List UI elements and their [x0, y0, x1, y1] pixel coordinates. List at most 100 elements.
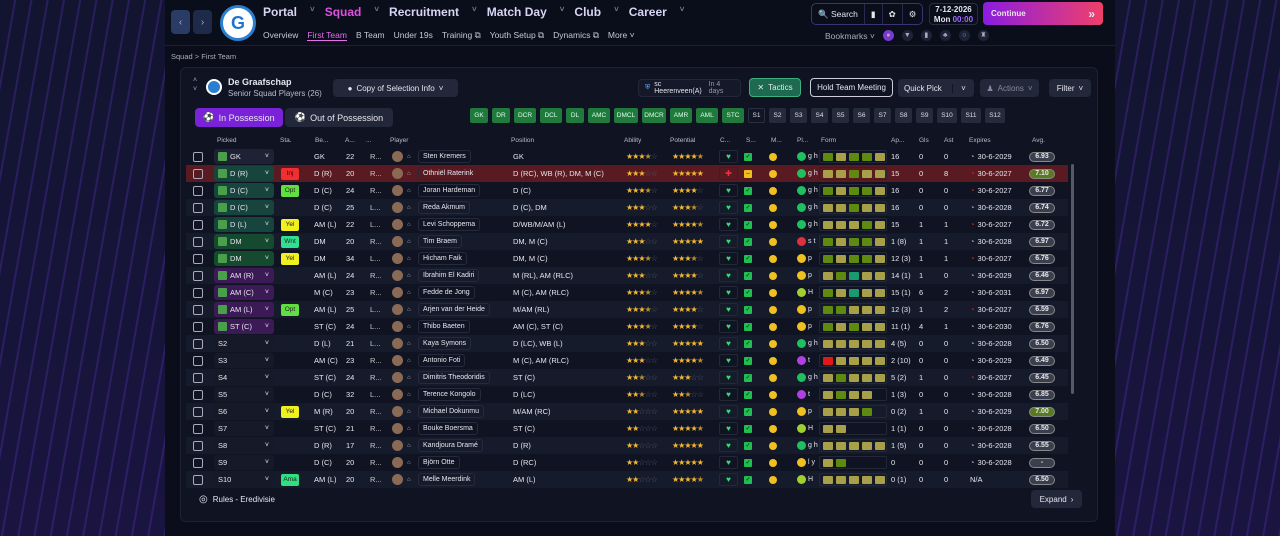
table-row[interactable]: S5 ˅ D (C) 32 L... ⌂ Terence Kongolo D (LC) ★ ★ ★ ☆… — [186, 386, 1068, 403]
table-row[interactable]: GK ˅ GK 22 R... ⌂ Sten Kremers GK ★ ★ ★ ★ ☆ ★ ★ ★ ★ ★ ♥ ✓ g … — [186, 148, 1068, 165]
picked-selector[interactable]: S8 ˅ — [214, 438, 274, 453]
table-row[interactable]: AM (C) ˅ M (C) 23 R... ⌂ Fedde de Jong M (C), A… — [186, 284, 1068, 301]
column-header-best[interactable]: Be... — [315, 137, 329, 144]
player-name[interactable]: Kaya Symons — [418, 337, 472, 350]
table-row[interactable]: D (C) ˅ Opt D (C) 24 R... ⌂ Joran Hardeman D (C)… — [186, 182, 1068, 199]
pick-checkbox[interactable] — [193, 457, 203, 468]
pick-checkbox[interactable] — [193, 236, 203, 247]
chat-icon[interactable]: ● — [882, 30, 894, 41]
pick-checkbox[interactable] — [193, 151, 203, 162]
subnav-item[interactable]: First Team — [307, 30, 347, 41]
expand-button[interactable]: Expand › — [1031, 490, 1082, 508]
player-name[interactable]: Dimitris Theodoridis — [418, 371, 490, 384]
picked-selector[interactable]: ST (C) ˅ — [214, 319, 274, 334]
picked-selector[interactable]: S7 ˅ — [214, 421, 274, 436]
player-name[interactable]: Hicham Faik — [418, 252, 467, 265]
table-row[interactable]: D (L) ˅ Yel AM (L) 22 L... ⌂ Levi Schoppema D/WB… — [186, 216, 1068, 233]
player-name[interactable]: Joran Hardeman — [418, 184, 481, 197]
table-row[interactable]: ST (C) ˅ ST (C) 24 L... ⌂ Thibo Baeten AM (C), … — [186, 318, 1068, 335]
column-header-pl[interactable]: Pl... — [797, 137, 809, 144]
player-name[interactable]: Fedde de Jong — [418, 286, 475, 299]
table-row[interactable]: S9 ˅ D (C) 20 R... ⌂ Björn Otte D (RC) ★ ★ ☆ ☆ ☆ ★ ★ ★ ★… — [186, 454, 1068, 471]
pick-checkbox[interactable] — [193, 355, 203, 366]
pick-checkbox[interactable] — [193, 474, 203, 485]
player-name[interactable]: Terence Kongolo — [418, 388, 481, 401]
position-button-stc[interactable]: STC — [722, 108, 744, 123]
column-header-apps[interactable]: Ap... — [891, 137, 905, 144]
picked-selector[interactable]: GK ˅ — [214, 149, 274, 164]
table-row[interactable]: DM ˅ Yel DM 34 L... ⌂ Hicham Faik DM, M (C) ★ ★ ★ ★ ☆… — [186, 250, 1068, 267]
subnav-item[interactable]: Youth Setup ⧉ — [489, 30, 545, 40]
subnav-item[interactable]: Dynamics ⧉ — [553, 30, 599, 40]
picked-selector[interactable]: S5 ˅ — [214, 387, 274, 402]
player-name[interactable]: Antonio Foti — [418, 354, 466, 367]
player-name[interactable]: Arjen van der Heide — [418, 303, 490, 316]
pick-checkbox[interactable] — [193, 185, 203, 196]
nav-portal[interactable]: Portal — [263, 5, 298, 19]
pick-checkbox[interactable] — [193, 406, 203, 417]
column-header-cond[interactable]: C... — [720, 137, 731, 144]
status-badge[interactable]: Inj — [281, 167, 299, 180]
table-row[interactable]: S3 ˅ AM (C) 23 R... ⌂ Antonio Foti M (C), AM (R… — [186, 352, 1068, 369]
pick-checkbox[interactable] — [193, 219, 203, 230]
player-name[interactable]: Levi Schoppema — [418, 218, 481, 231]
status-badge[interactable]: Opt — [281, 303, 299, 316]
out-of-possession-tab[interactable]: ⚽ Out of Possession — [285, 108, 393, 127]
position-button-aml[interactable]: AML — [696, 108, 718, 123]
quick-pick-button[interactable]: Quick Pick ˅ — [898, 79, 974, 97]
table-row[interactable]: AM (R) ˅ AM (L) 24 R... ⌂ Ibrahim El Kadiri M (… — [186, 267, 1068, 284]
scrollbar[interactable] — [1071, 164, 1074, 394]
column-header-avg[interactable]: Avg. — [1032, 137, 1045, 144]
table-row[interactable]: S10 ˅ Ama AM (L) 20 R... ⌂ Melle Meerdink AM (L)… — [186, 471, 1068, 488]
table-row[interactable]: AM (L) ˅ Opt AM (L) 25 L... ⌂ Arjen van der Hei… — [186, 301, 1068, 318]
position-button-dmcr[interactable]: DMCR — [642, 108, 666, 123]
position-button-amr[interactable]: AMR — [670, 108, 692, 123]
column-header-gls[interactable]: Gls — [919, 137, 929, 144]
column-header-sharp[interactable]: S... — [746, 137, 756, 144]
sub-button-s3[interactable]: S3 — [790, 108, 807, 123]
pick-checkbox[interactable] — [193, 440, 203, 451]
table-row[interactable]: DM ˅ Wnt DM 20 R... ⌂ Tim Braem DM, M (C) ★ ★ ★ ☆ ☆ ★ ★… — [186, 233, 1068, 250]
brain-icon[interactable]: ✿ — [883, 4, 903, 24]
status-badge[interactable]: Yel — [281, 405, 299, 418]
player-name[interactable]: Ibrahim El Kadiri — [418, 269, 480, 282]
picked-selector[interactable]: AM (R) ˅ — [214, 268, 274, 283]
subnav-item[interactable]: Training ⧉ — [441, 30, 481, 40]
sub-button-s2[interactable]: S2 — [769, 108, 786, 123]
nav-match-day[interactable]: Match Day — [486, 5, 547, 19]
nav-club[interactable]: Club — [574, 5, 602, 19]
rules-link[interactable]: ◎ Rules - Eredivisie — [199, 494, 275, 505]
column-header-foot[interactable]: ... — [366, 137, 372, 144]
sub-button-s7[interactable]: S7 — [874, 108, 891, 123]
game-date[interactable]: 7-12-2026 Mon 00:00 — [929, 3, 978, 25]
pick-checkbox[interactable] — [193, 253, 203, 264]
sub-button-s5[interactable]: S5 — [832, 108, 849, 123]
picked-selector[interactable]: AM (C) ˅ — [214, 285, 274, 300]
sub-button-s9[interactable]: S9 — [916, 108, 933, 123]
player-name[interactable]: Othniël Raterink — [418, 167, 479, 180]
nav-career[interactable]: Career — [628, 5, 667, 19]
status-badge[interactable]: Ama — [281, 473, 299, 486]
notes-icon[interactable]: ▮ — [920, 30, 932, 41]
picked-selector[interactable]: DM ˅ — [214, 251, 274, 266]
table-row[interactable]: S8 ˅ D (R) 17 R... ⌂ Kandjoura Dramé D (R) ★ ★ ☆ ☆ ☆… — [186, 437, 1068, 454]
sub-button-s1[interactable]: S1 — [748, 108, 765, 123]
column-header-form[interactable]: Form — [821, 137, 837, 144]
pick-checkbox[interactable] — [193, 168, 203, 179]
table-row[interactable]: D (R) ˅ Inj D (R) 20 R... ⌂ Othniël Raterink D (… — [186, 165, 1068, 182]
table-row[interactable]: S7 ˅ ST (C) 21 R... ⌂ Bouke Boersma ST (C) ★ ★ ☆ ☆ ☆… — [186, 420, 1068, 437]
position-button-dl[interactable]: DL — [566, 108, 584, 123]
player-name[interactable]: Björn Otte — [418, 456, 460, 469]
position-button-dcr[interactable]: DCR — [514, 108, 536, 123]
column-header-sta[interactable]: Sta. — [280, 137, 292, 144]
pick-checkbox[interactable] — [193, 338, 203, 349]
staff-icon[interactable]: ♣ — [939, 30, 951, 41]
player-name[interactable]: Bouke Boersma — [418, 422, 478, 435]
position-button-dcl[interactable]: DCL — [540, 108, 562, 123]
picked-selector[interactable]: AM (L) ˅ — [214, 302, 274, 317]
column-header-ability[interactable]: Ability — [624, 137, 642, 144]
player-name[interactable]: Michael Dokunmu — [418, 405, 485, 418]
view-selector[interactable]: ● Copy of Selection Info ˅ — [333, 79, 458, 97]
filter-button[interactable]: Filter ˅ — [1049, 79, 1091, 97]
tactics-button[interactable]: ✕ Tactics — [749, 78, 801, 97]
